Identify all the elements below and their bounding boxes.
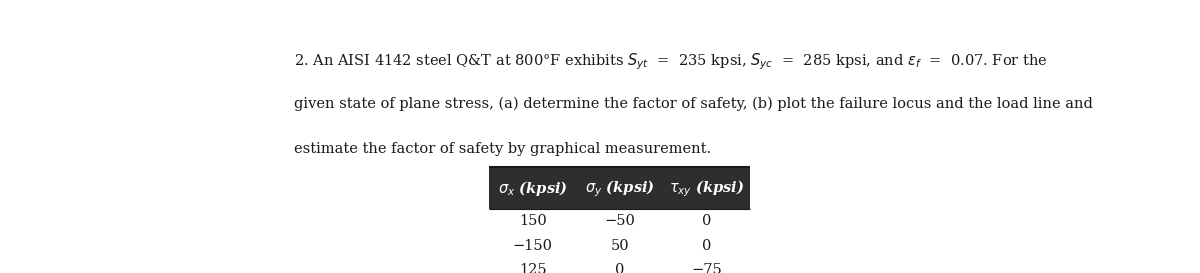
Text: 125: 125 bbox=[520, 263, 547, 273]
Text: −75: −75 bbox=[691, 263, 722, 273]
Text: −50: −50 bbox=[605, 214, 635, 229]
Text: 150: 150 bbox=[518, 214, 547, 229]
Text: 0: 0 bbox=[614, 263, 624, 273]
Text: estimate the factor of safety by graphical measurement.: estimate the factor of safety by graphic… bbox=[294, 142, 712, 156]
Bar bbox=[490, 209, 750, 273]
Text: 0: 0 bbox=[702, 214, 712, 229]
Bar bbox=[490, 167, 750, 209]
Text: given state of plane stress, (a) determine the factor of safety, (b) plot the fa: given state of plane stress, (a) determi… bbox=[294, 97, 1093, 111]
Text: $\sigma_x$ (kpsi): $\sigma_x$ (kpsi) bbox=[498, 179, 568, 198]
Text: $\tau_{xy}$ (kpsi): $\tau_{xy}$ (kpsi) bbox=[668, 178, 744, 199]
Text: 2. An AISI 4142 steel Q&T at 800°F exhibits $S_{yt}$  =  235 kpsi, $S_{yc}$  =  : 2. An AISI 4142 steel Q&T at 800°F exhib… bbox=[294, 52, 1048, 72]
Text: 0: 0 bbox=[702, 239, 712, 253]
Text: 50: 50 bbox=[611, 239, 629, 253]
Text: $\sigma_y$ (kpsi): $\sigma_y$ (kpsi) bbox=[584, 178, 655, 199]
Text: −150: −150 bbox=[512, 239, 553, 253]
